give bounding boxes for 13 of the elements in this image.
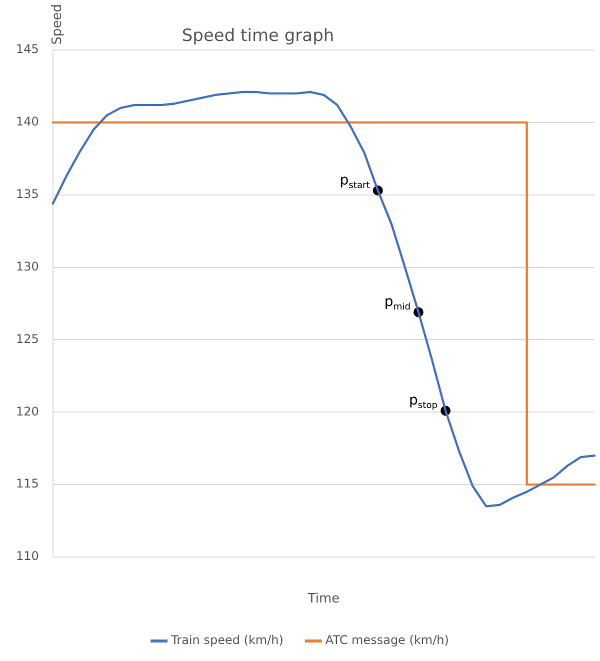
legend-label: Train speed (km/h) — [170, 633, 284, 648]
y-tick-label: 115 — [16, 476, 39, 491]
y-tick-label: 140 — [16, 114, 39, 129]
y-tick-label: 110 — [16, 549, 39, 564]
chart-title: Speed time graph — [182, 26, 334, 46]
y-axis-title: Speed — [50, 4, 65, 45]
y-tick-label: 120 — [16, 404, 39, 418]
legend-label: ATC message (km/h) — [325, 633, 449, 648]
y-tick-label: 125 — [16, 332, 39, 346]
y-tick-label: 135 — [16, 186, 39, 201]
y-tick-label: 130 — [16, 259, 39, 274]
x-axis-title: Time — [306, 592, 340, 607]
y-tick-label: 145 — [16, 42, 39, 56]
